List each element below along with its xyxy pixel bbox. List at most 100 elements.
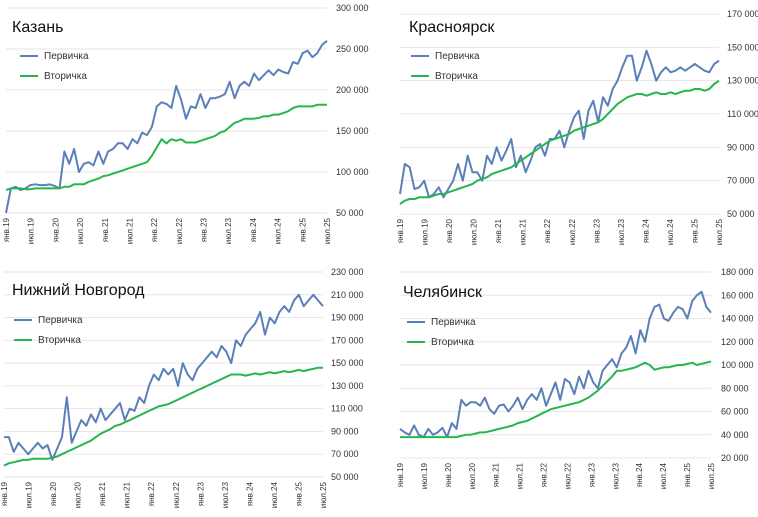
x-tick-label: июл.19 [25, 481, 34, 508]
x-tick-label: янв.20 [445, 218, 454, 243]
x-tick-label: июл.20 [76, 217, 85, 244]
legend-swatch [20, 75, 38, 77]
y-tick-label: 190 000 [331, 313, 364, 323]
legend-item-secondary: Вторичка [411, 66, 480, 86]
legend-label: Первичка [431, 316, 476, 328]
legend-swatch [14, 319, 32, 321]
y-tick-label: 110 000 [331, 404, 363, 414]
y-tick-label: 20 000 [721, 453, 749, 463]
y-tick-label: 300 000 [336, 3, 369, 13]
y-tick-label: 150 000 [331, 358, 364, 368]
series-line-secondary [3, 366, 323, 467]
legend-item-secondary: Вторичка [14, 330, 83, 350]
series-line-primary [399, 49, 720, 199]
x-tick-label: янв.24 [641, 218, 650, 243]
series-line-primary [4, 293, 324, 461]
x-tick-label: янв.23 [587, 462, 596, 487]
y-tick-label: 110 000 [727, 109, 758, 119]
y-tick-label: 130 000 [727, 76, 758, 86]
chart-legend: Первичка Вторичка [20, 46, 89, 86]
x-tick-label: июл.23 [617, 218, 626, 245]
x-tick-label: янв.19 [0, 481, 9, 506]
legend-swatch [407, 321, 425, 323]
x-tick-label: янв.21 [494, 218, 503, 243]
x-tick-label: янв.24 [635, 462, 644, 487]
legend-item-primary: Первичка [14, 310, 83, 330]
x-tick-label: янв.24 [245, 481, 254, 506]
x-tick-label: июл.24 [666, 218, 675, 245]
y-tick-label: 170 000 [331, 335, 364, 345]
chart-krasnoyarsk: 50 000 70 000 90 000 110 000 130 000 150 000 1… [393, 0, 758, 258]
x-tick-label: июл.23 [611, 462, 620, 489]
x-tick-label: июл.23 [224, 217, 233, 244]
y-tick-label: 90 000 [331, 426, 359, 436]
x-tick-label: июл.24 [270, 481, 279, 508]
x-tick-label: июл.22 [568, 218, 577, 245]
y-tick-label: 80 000 [721, 383, 749, 393]
y-tick-label: 50 000 [336, 208, 364, 218]
chart-title: Нижний Новгород [12, 282, 145, 299]
y-tick-label: 180 000 [721, 267, 754, 277]
chart-title: Красноярск [409, 19, 495, 36]
series-line-secondary [399, 79, 720, 205]
x-tick-label: янв.21 [101, 217, 110, 242]
y-tick-label: 210 000 [331, 290, 364, 300]
x-tick-label: янв.25 [683, 462, 692, 487]
y-tick-label: 40 000 [721, 430, 749, 440]
y-tick-label: 150 000 [336, 126, 369, 136]
x-tick-label: июл.24 [659, 462, 668, 489]
x-tick-label: янв.23 [592, 218, 601, 243]
chart-title: Казань [12, 19, 64, 36]
x-tick-label: янв.21 [98, 481, 107, 506]
x-tick-label: янв.23 [200, 217, 209, 242]
y-tick-label: 160 000 [721, 290, 754, 300]
legend-label: Вторичка [435, 70, 478, 82]
legend-label: Первичка [44, 50, 89, 62]
x-tick-label: июл.19 [421, 218, 430, 245]
chart-svg: 50 000 70 000 90 000 110 000 130 000 150 000 1… [396, 9, 758, 245]
x-tick-label: июл.25 [707, 462, 716, 489]
x-tick-label: июл.22 [175, 217, 184, 244]
x-tick-label: янв.20 [49, 481, 58, 506]
legend-swatch [14, 339, 32, 341]
series-line-secondary [400, 360, 712, 439]
legend-swatch [20, 55, 38, 57]
series-line-secondary [5, 103, 327, 191]
y-tick-label: 130 000 [331, 381, 364, 391]
y-tick-label: 100 000 [721, 360, 754, 370]
chart-svg: 20 000 40 000 60 000 80 000 100 000 120 000 14… [396, 267, 754, 489]
legend-label: Вторичка [44, 70, 87, 82]
legend-item-secondary: Вторичка [407, 332, 476, 352]
x-tick-label: янв.22 [150, 217, 159, 242]
y-tick-label: 70 000 [727, 176, 755, 186]
chart-title: Челябинск [403, 284, 482, 301]
chart-legend: Первичка Вторичка [411, 46, 480, 86]
x-tick-label: июл.22 [563, 462, 572, 489]
legend-item-secondary: Вторичка [20, 66, 89, 86]
chart-chelyabinsk: 20 000 40 000 60 000 80 000 100 000 120 000 14… [393, 262, 758, 517]
x-tick-label: янв.23 [196, 481, 205, 506]
x-tick-label: янв.21 [492, 462, 501, 487]
series-line-primary [399, 290, 712, 439]
x-tick-label: янв.25 [298, 217, 307, 242]
x-tick-label: янв.22 [543, 218, 552, 243]
y-tick-label: 60 000 [721, 407, 749, 417]
x-tick-label: июл.19 [27, 217, 36, 244]
x-tick-label: янв.19 [396, 462, 405, 487]
x-tick-label: янв.19 [396, 218, 405, 243]
x-tick-label: июл.20 [468, 462, 477, 489]
x-tick-label: июл.25 [323, 217, 332, 244]
x-tick-label: янв.25 [690, 218, 699, 243]
legend-label: Вторичка [38, 334, 81, 346]
y-tick-label: 50 000 [331, 472, 359, 482]
legend-item-primary: Первичка [20, 46, 89, 66]
legend-item-primary: Первичка [407, 312, 476, 332]
chart-nizhny-novgorod: 50 000 70 000 90 000 110 000 130 000 150 000 1… [0, 262, 379, 517]
y-tick-label: 230 000 [331, 267, 364, 277]
x-tick-label: янв.20 [51, 217, 60, 242]
x-tick-label: июл.20 [74, 481, 83, 508]
y-tick-label: 100 000 [336, 167, 369, 177]
y-tick-label: 120 000 [721, 337, 754, 347]
x-tick-label: янв.25 [294, 481, 303, 506]
x-tick-label: янв.22 [540, 462, 549, 487]
